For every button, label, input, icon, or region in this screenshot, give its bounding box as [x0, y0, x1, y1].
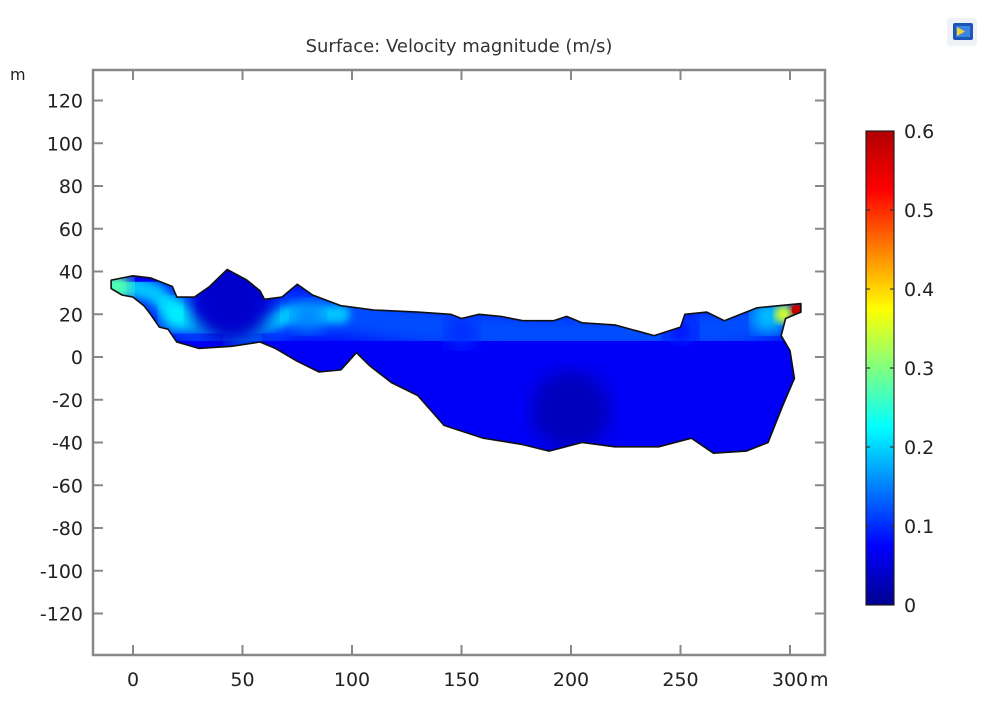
field-jet-core [111, 277, 350, 339]
field-sample [445, 315, 478, 348]
y-tick-label: -100 [40, 561, 83, 583]
field-sample [160, 298, 193, 331]
x-tick-label: 250 [662, 669, 698, 691]
colorbar-tick-label: 0.5 [904, 200, 934, 222]
field-sample [752, 300, 785, 333]
image-export-icon [947, 18, 977, 46]
y-tick-label: 60 [59, 219, 83, 241]
y-tick-label: -60 [52, 475, 83, 497]
x-tick-label: 100 [334, 669, 370, 691]
colorbar-tick-label: 0.1 [904, 516, 934, 538]
domain-boundary [110, 268, 802, 454]
y-tick-label: -40 [52, 433, 83, 455]
y-tick-label: 20 [59, 304, 83, 326]
y-tick-label: -20 [52, 390, 83, 412]
field-sample [531, 370, 611, 451]
y-tick-label: 80 [59, 176, 83, 198]
x-tick-label: 300 [772, 669, 808, 691]
y-axis: 120 100 80 60 40 20 0 -20 -40 -60 -80 -100 -120 [40, 91, 825, 626]
image-export-button[interactable] [944, 16, 980, 48]
velocity-field [111, 269, 801, 454]
y-tick-label: 120 [47, 91, 83, 113]
y-tick-label: -80 [52, 518, 83, 540]
colorbar-tick-label: 0.6 [904, 121, 934, 143]
x-tick-label: 50 [230, 669, 254, 691]
colorbar-tick-label: 0 [904, 595, 916, 617]
colorbar-gradient [865, 130, 895, 606]
colorbar-tick-label: 0.3 [904, 358, 934, 380]
x-tick-label: 200 [553, 669, 589, 691]
x-tick-label: 0 [127, 669, 139, 691]
x-axis-unit: m [810, 669, 829, 691]
x-axis: 0 50 100 150 200 250 300 [127, 70, 808, 691]
x-tick-label: 150 [443, 669, 479, 691]
colorbar: 0 0.1 0.2 0.3 0.4 0.5 0.6 [865, 121, 934, 617]
y-tick-label: -120 [40, 604, 83, 626]
plot-title: Surface: Velocity magnitude (m/s) [306, 36, 613, 57]
y-tick-label: 0 [71, 347, 83, 369]
y-axis-unit: m [10, 65, 26, 84]
y-tick-label: 100 [47, 133, 83, 155]
colorbar-tick-label: 0.4 [904, 279, 934, 301]
colorbar-tick-label: 0.2 [904, 437, 934, 459]
field-sample [292, 300, 325, 333]
y-tick-label: 40 [59, 262, 83, 284]
